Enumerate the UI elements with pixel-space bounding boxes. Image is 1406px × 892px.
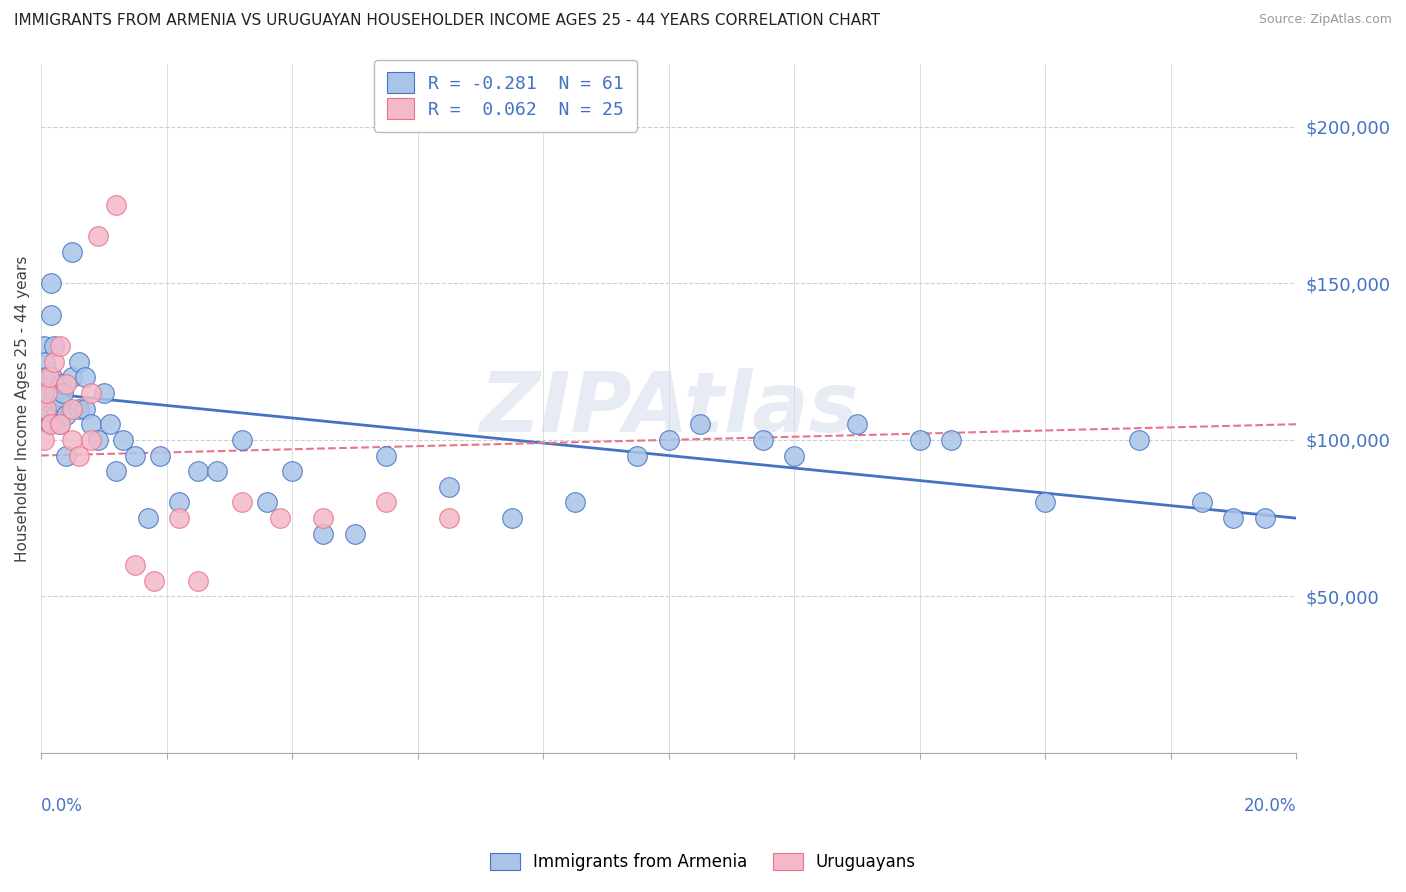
Point: [312, 511, 335, 525]
Point: [38, 386, 60, 401]
Point: [564, 495, 586, 509]
Point: [49, 339, 72, 353]
Point: [62, 433, 84, 447]
Point: [143, 574, 166, 588]
Point: [187, 464, 209, 478]
Point: [1128, 433, 1150, 447]
Point: [42, 386, 65, 401]
Point: [187, 574, 209, 588]
Point: [73, 401, 96, 416]
Point: [845, 417, 868, 432]
Legend: R = -0.281  N = 61, R =  0.062  N = 25: R = -0.281 N = 61, R = 0.062 N = 25: [374, 60, 637, 132]
Point: [35, 401, 58, 416]
Point: [38, 408, 60, 422]
Legend: Immigrants from Armenia, Uruguayans: Immigrants from Armenia, Uruguayans: [482, 845, 924, 880]
Point: [124, 449, 146, 463]
Point: [86, 229, 108, 244]
Point: [111, 433, 134, 447]
Point: [41, 370, 63, 384]
Text: ZIPAtlas: ZIPAtlas: [479, 368, 858, 449]
Point: [86, 433, 108, 447]
Point: [55, 376, 77, 391]
Point: [437, 480, 460, 494]
Text: 20.0%: 20.0%: [1244, 797, 1296, 814]
Point: [67, 449, 90, 463]
Point: [55, 449, 77, 463]
Point: [752, 433, 775, 447]
Point: [32, 433, 55, 447]
Point: [281, 464, 304, 478]
Point: [1033, 495, 1056, 509]
Text: Source: ZipAtlas.com: Source: ZipAtlas.com: [1258, 13, 1392, 27]
Point: [80, 386, 103, 401]
Point: [34, 354, 56, 368]
Point: [39, 277, 62, 291]
Point: [149, 449, 172, 463]
Point: [62, 401, 84, 416]
Point: [256, 495, 278, 509]
Point: [501, 511, 523, 525]
Point: [37, 386, 59, 401]
Point: [136, 511, 159, 525]
Point: [55, 408, 77, 422]
Point: [62, 245, 84, 260]
Point: [49, 417, 72, 432]
Point: [32, 339, 55, 353]
Point: [658, 433, 681, 447]
Point: [73, 370, 96, 384]
Point: [52, 386, 75, 401]
Point: [939, 433, 962, 447]
Point: [312, 526, 335, 541]
Point: [167, 511, 190, 525]
Point: [375, 495, 398, 509]
Point: [1191, 495, 1213, 509]
Point: [231, 495, 253, 509]
Point: [39, 417, 62, 432]
Point: [105, 464, 128, 478]
Point: [67, 354, 90, 368]
Point: [1222, 511, 1244, 525]
Point: [38, 370, 60, 384]
Point: [67, 401, 90, 416]
Point: [49, 395, 72, 409]
Point: [375, 449, 398, 463]
Point: [37, 401, 59, 416]
Point: [39, 308, 62, 322]
Point: [80, 417, 103, 432]
Point: [105, 198, 128, 212]
Point: [626, 449, 648, 463]
Point: [49, 417, 72, 432]
Point: [783, 449, 806, 463]
Y-axis label: Householder Income Ages 25 - 44 years: Householder Income Ages 25 - 44 years: [15, 255, 30, 562]
Point: [62, 370, 84, 384]
Point: [689, 417, 711, 432]
Text: 0.0%: 0.0%: [41, 797, 83, 814]
Point: [32, 386, 55, 401]
Point: [343, 526, 366, 541]
Point: [51, 376, 73, 391]
Point: [167, 495, 190, 509]
Point: [35, 370, 58, 384]
Point: [45, 408, 67, 422]
Point: [98, 417, 121, 432]
Point: [205, 464, 228, 478]
Point: [80, 433, 103, 447]
Point: [437, 511, 460, 525]
Point: [42, 354, 65, 368]
Point: [269, 511, 291, 525]
Point: [231, 433, 253, 447]
Point: [93, 386, 115, 401]
Point: [1254, 511, 1277, 525]
Point: [908, 433, 931, 447]
Point: [38, 417, 60, 432]
Point: [42, 339, 65, 353]
Text: IMMIGRANTS FROM ARMENIA VS URUGUAYAN HOUSEHOLDER INCOME AGES 25 - 44 YEARS CORRE: IMMIGRANTS FROM ARMENIA VS URUGUAYAN HOU…: [14, 13, 880, 29]
Point: [124, 558, 146, 572]
Point: [44, 401, 66, 416]
